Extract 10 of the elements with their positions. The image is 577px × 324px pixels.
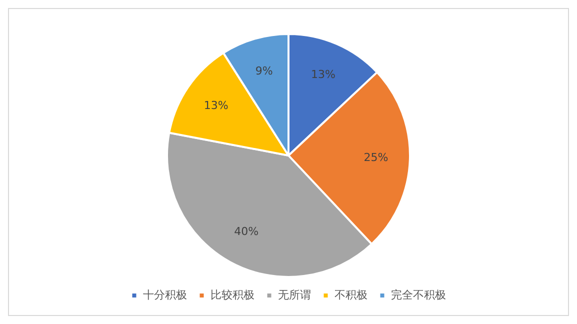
data-label: 40%: [234, 225, 259, 238]
legend-label: 十分积极: [142, 288, 187, 302]
legend-label: 比较积极: [210, 288, 254, 302]
legend-label: 完全不积极: [390, 288, 446, 302]
data-label: 13%: [311, 68, 336, 82]
data-label: 13%: [204, 99, 228, 112]
legend-label: 不积极: [334, 288, 368, 302]
data-label: 25%: [364, 151, 388, 164]
legend-label: 无所谓: [278, 288, 311, 302]
data-label: 9%: [255, 64, 273, 78]
